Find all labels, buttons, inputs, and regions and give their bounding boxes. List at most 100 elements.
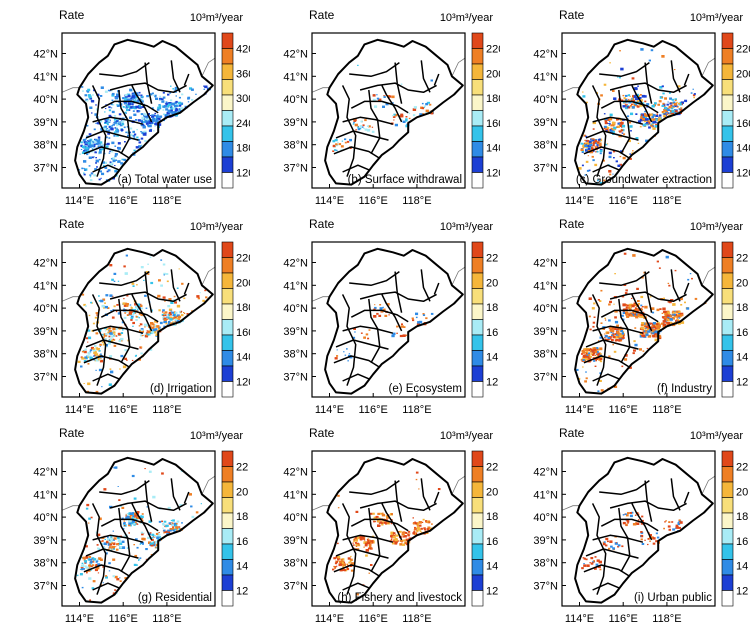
colorbar-swatch xyxy=(221,272,234,289)
rate-pixel xyxy=(373,520,375,523)
y-tick-label: 39°N xyxy=(33,117,58,129)
rate-pixel xyxy=(154,320,157,323)
rate-pixel xyxy=(342,565,345,568)
rate-pixel xyxy=(610,127,613,130)
rate-pixel xyxy=(136,110,140,113)
rate-pixel xyxy=(385,519,388,521)
map-panel-e: Rate 10³m³/year 37°N 38°N 39°N 40°N 41°N 42°N 11… xyxy=(250,209,500,418)
rate-pixel xyxy=(620,99,624,102)
rate-pixel xyxy=(362,537,365,539)
rate-pixel xyxy=(635,113,638,115)
rate-pixel xyxy=(641,328,644,331)
rate-pixel xyxy=(107,169,111,172)
colorbar-swatch xyxy=(221,48,234,65)
rate-pixel xyxy=(679,107,683,110)
rate-pixel xyxy=(179,504,183,507)
colorbar-swatch xyxy=(221,79,234,96)
rate-pixel xyxy=(144,119,147,122)
rate-pixel xyxy=(365,554,368,557)
rate-pixel xyxy=(109,161,112,163)
rate-pixel xyxy=(633,340,636,343)
panel-svg-b: Rate 10³m³/year37°N38°N39°N40°N41°N42°N11… xyxy=(283,8,500,207)
rate-pixel xyxy=(634,308,639,312)
rate-pixel xyxy=(617,544,621,547)
y-tick-label: 41°N xyxy=(283,280,308,292)
rate-pixel xyxy=(105,143,108,145)
rate-pixel xyxy=(604,120,607,123)
rate-pixel xyxy=(661,105,664,107)
rate-pixel xyxy=(104,538,106,540)
y-tick-label: 38°N xyxy=(33,558,58,570)
rate-pixel xyxy=(650,113,653,116)
rate-pixel xyxy=(112,558,116,561)
rate-pixel xyxy=(146,332,148,334)
rate-pixel xyxy=(170,85,172,87)
rate-pixel xyxy=(369,545,372,548)
rate-pixel xyxy=(632,254,636,257)
y-tick-label: 40°N xyxy=(533,303,558,315)
y-tick-label: 37°N xyxy=(33,580,58,592)
rate-pixel xyxy=(364,544,368,547)
rate-pixel xyxy=(641,94,646,98)
rate-pixel xyxy=(176,520,180,523)
rate-pixel xyxy=(668,112,671,115)
rate-pixel xyxy=(162,263,166,266)
rate-pixel xyxy=(142,125,146,129)
prefecture-border xyxy=(592,373,620,382)
rate-pixel xyxy=(597,390,600,392)
rate-pixel xyxy=(115,126,118,129)
rate-pixel xyxy=(656,113,658,115)
rate-pixel xyxy=(667,316,670,318)
rate-pixel xyxy=(132,313,135,316)
colorbar-swatch xyxy=(721,450,734,467)
rate-pixel xyxy=(609,62,611,64)
rate-pixel xyxy=(645,327,647,329)
rate-pixel xyxy=(639,315,642,318)
rate-pixel xyxy=(164,105,167,108)
rate-pixel xyxy=(173,316,175,318)
prefecture-border xyxy=(381,85,403,123)
rate-pixel xyxy=(603,328,605,330)
rate-pixel xyxy=(103,542,107,546)
rate-pixel xyxy=(598,359,600,361)
rate-pixel xyxy=(92,564,95,567)
rate-pixel xyxy=(93,558,97,561)
rate-pixel xyxy=(585,558,588,561)
rate-pixel xyxy=(628,121,632,124)
rate-pixel xyxy=(191,99,194,101)
rate-pixel xyxy=(133,563,137,566)
rate-pixel xyxy=(619,337,621,339)
prefecture-border xyxy=(83,146,131,160)
rate-pixel xyxy=(113,134,116,137)
neighbor-border xyxy=(562,505,580,511)
rate-pixel xyxy=(401,533,405,536)
rate-pixel xyxy=(126,98,130,101)
rate-pixel xyxy=(603,125,607,129)
rate-pixel xyxy=(645,329,648,332)
rate-pixel xyxy=(374,521,377,523)
rate-pixel xyxy=(640,307,642,309)
colorbar xyxy=(221,450,234,607)
rate-pixel xyxy=(79,153,82,155)
province-outline xyxy=(324,38,464,186)
rate-pixel xyxy=(352,123,355,125)
rate-pixel xyxy=(150,544,154,547)
rate-pixel xyxy=(174,528,178,531)
colorbar-swatch xyxy=(471,574,484,591)
rate-pixel xyxy=(427,526,431,529)
rate-pixel xyxy=(585,377,588,380)
rate-pixel xyxy=(86,566,89,569)
rate-pixel xyxy=(582,145,586,148)
rate-pixel xyxy=(354,536,357,539)
colorbar-swatch xyxy=(471,590,484,607)
rate-pixel xyxy=(425,520,427,522)
rate-pixel xyxy=(109,119,111,121)
rate-pixel xyxy=(89,599,91,601)
rate-pixel xyxy=(585,148,587,150)
rate-pixel xyxy=(118,340,121,342)
rate-pixel xyxy=(376,97,380,100)
rate-pixel xyxy=(621,314,624,317)
rate-pixel xyxy=(609,300,612,304)
rate-pixel xyxy=(105,145,109,148)
rate-pixel xyxy=(399,530,402,533)
